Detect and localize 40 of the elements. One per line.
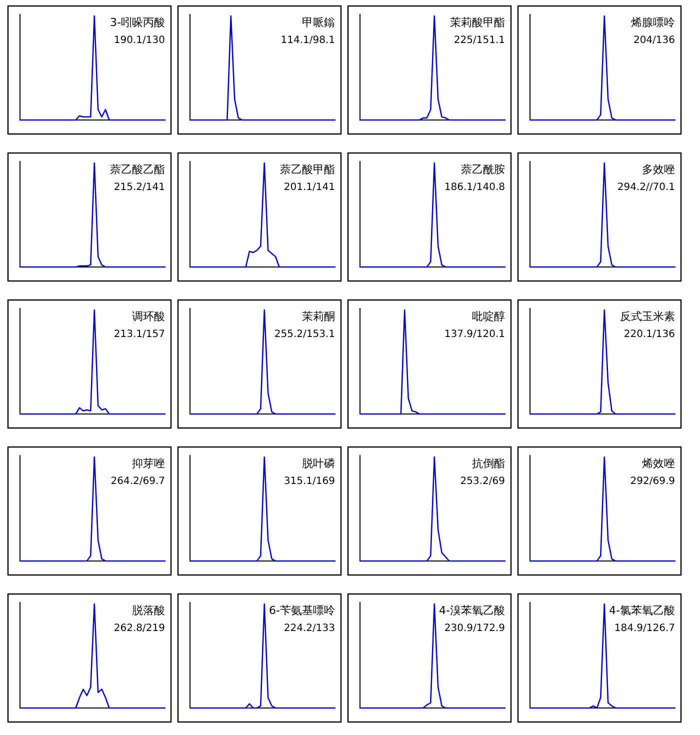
chart-title: 抗倒酯	[472, 457, 505, 470]
text: 137.9/120.1	[444, 329, 505, 340]
text: 220.1/136	[624, 329, 675, 340]
chart-title: 反式玉米素	[620, 310, 675, 323]
text: 262.8/219	[114, 623, 165, 634]
text: 215.2/141	[114, 182, 165, 193]
text: 225/151.1	[454, 35, 505, 46]
text: 224.2/133	[284, 623, 335, 634]
text: 204/136	[633, 35, 675, 46]
text: 114.1/98.1	[280, 35, 335, 46]
text: 255.2/153.1	[274, 329, 335, 340]
chart-title: 茉莉酮	[302, 310, 335, 323]
chart-title: 4-氯苯氧乙酸	[609, 604, 675, 617]
chart-title: 多效唑	[642, 163, 675, 176]
text: 253.2/69	[460, 476, 505, 487]
chart-title: 萘乙酸甲酯	[280, 163, 335, 176]
chart-title: 烯腺嘌呤	[631, 16, 675, 29]
chart-title: 烯效唑	[642, 457, 675, 470]
text: 315.1/169	[284, 476, 335, 487]
text: 184.9/126.7	[614, 623, 675, 634]
chart-title: 茉莉酸甲酯	[450, 16, 505, 29]
text: 190.1/130	[114, 35, 165, 46]
chart-title: 脱叶磷	[302, 457, 335, 470]
chart-title: 3-吲哚丙酸	[110, 16, 165, 29]
text: 186.1/140.8	[444, 182, 505, 193]
text: 201.1/141	[284, 182, 335, 193]
chart-title: 抑芽唑	[132, 457, 165, 470]
text: 294.2//70.1	[617, 182, 675, 193]
chart-title: 萘乙酰胺	[461, 163, 505, 176]
chart-title: 萘乙酸乙酯	[110, 163, 165, 176]
chart-title: 脱落酸	[132, 604, 165, 617]
chart-title: 吡啶醇	[472, 310, 505, 323]
chart-title: 6-苄氨基嘌呤	[269, 604, 335, 617]
chart-title: 调环酸	[132, 310, 165, 323]
text: 264.2/69.7	[110, 476, 165, 487]
text: 292/69.9	[630, 476, 675, 487]
chart-title: 4-溴苯氧乙酸	[439, 604, 505, 617]
text: 213.1/157	[114, 329, 165, 340]
text: 230.9/172.9	[444, 623, 505, 634]
chart-title: 甲哌鎓	[302, 16, 335, 29]
